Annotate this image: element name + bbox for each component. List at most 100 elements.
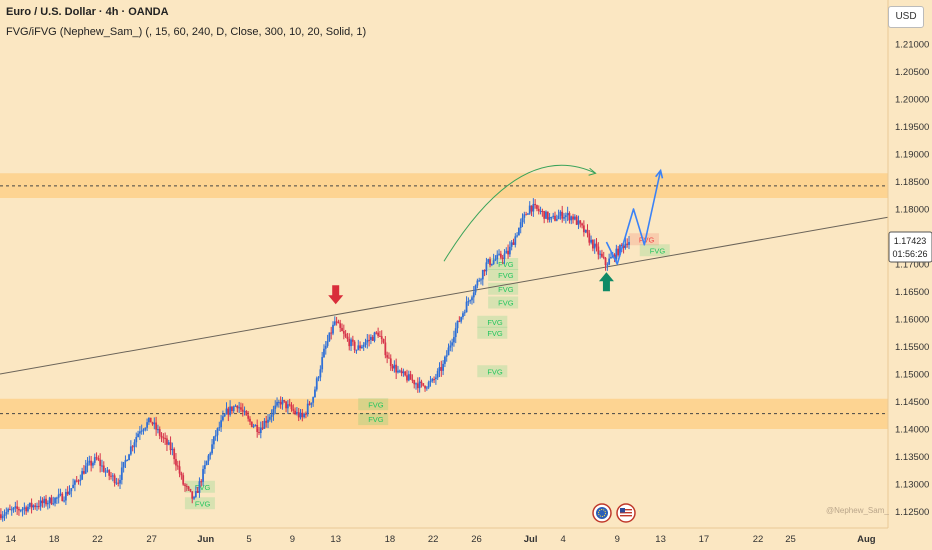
candle-body — [554, 215, 556, 221]
candle — [622, 244, 625, 254]
candle-body — [45, 498, 47, 505]
candle-body — [536, 205, 538, 209]
candle — [523, 211, 526, 224]
candle-body — [438, 367, 441, 371]
candle — [182, 472, 185, 486]
candle — [456, 320, 459, 334]
currency-button[interactable]: USD — [888, 6, 924, 28]
candle-body — [276, 401, 278, 406]
candle-body — [323, 348, 325, 358]
candle-body — [449, 345, 452, 348]
candle — [518, 227, 520, 236]
x-tick-label: 27 — [146, 534, 157, 545]
candle — [568, 211, 571, 224]
candle — [314, 386, 316, 398]
candle — [350, 337, 352, 352]
candle-body — [254, 425, 257, 427]
event-icons[interactable] — [592, 503, 636, 523]
candle — [155, 416, 158, 436]
candle — [279, 396, 282, 409]
candle — [167, 439, 170, 446]
x-tick-label: Jun — [197, 534, 214, 545]
candle-body — [72, 484, 74, 489]
candle — [604, 256, 607, 271]
candle-body — [162, 437, 165, 439]
x-tick-label: 14 — [6, 534, 17, 545]
candle — [424, 385, 426, 392]
candle — [577, 215, 580, 230]
candle — [546, 211, 549, 223]
candle — [315, 376, 318, 392]
candle-body — [97, 458, 100, 460]
candle — [119, 474, 121, 490]
candle-body — [39, 500, 42, 507]
candle — [111, 473, 114, 482]
candle-body — [415, 383, 417, 385]
candle — [445, 350, 448, 362]
candle — [86, 457, 89, 473]
candle-body — [164, 438, 167, 440]
fvg-label-0: FVG — [195, 483, 211, 492]
us-flag-icon[interactable] — [616, 503, 636, 523]
candle — [140, 424, 143, 435]
candle-body — [7, 509, 10, 513]
candle-body — [57, 494, 60, 498]
fvg-box-7 — [488, 296, 519, 309]
candle-body — [196, 491, 199, 493]
candle — [463, 309, 466, 317]
candle-body — [111, 475, 114, 477]
candle-body — [342, 331, 345, 334]
candle — [272, 405, 275, 421]
candle-body — [541, 210, 544, 212]
candle — [465, 296, 468, 313]
y-tick-label: 1.18000 — [895, 205, 929, 216]
candle — [207, 454, 210, 465]
candle-body — [34, 505, 37, 507]
candle-body — [429, 380, 432, 383]
candle-body — [555, 219, 558, 221]
y-tick-label: 1.19500 — [895, 122, 929, 133]
candle — [178, 460, 181, 478]
x-tick-label: 9 — [290, 534, 295, 545]
candle — [144, 427, 147, 432]
candle-body — [357, 345, 360, 350]
projection-path — [605, 170, 662, 265]
candle — [92, 461, 94, 469]
candle-body — [586, 229, 589, 234]
candle — [0, 508, 2, 521]
arc-arrowhead — [588, 167, 597, 176]
candle — [608, 253, 611, 266]
candle — [243, 406, 246, 416]
candle-body — [499, 253, 502, 258]
candle-body — [140, 430, 143, 432]
candle — [176, 460, 179, 470]
candle-body — [229, 406, 232, 415]
eu-flag-icon[interactable] — [592, 503, 612, 523]
candle — [37, 500, 40, 510]
indicator-legend[interactable]: FVG/iFVG (Nephew_Sam_) (, 15, 60, 240, D… — [6, 26, 367, 38]
candle-body — [285, 401, 287, 409]
candle-body — [510, 242, 513, 247]
candle-body — [30, 502, 33, 508]
candle-body — [462, 313, 464, 318]
y-tick-label: 1.15000 — [895, 370, 929, 381]
time-axis[interactable]: 14 18 22 27 Jun 5 9 13 18 22 26 Jul 4 9 13 17 22 25 Aug — [6, 534, 876, 545]
candle-body — [314, 389, 316, 398]
candle-body — [451, 342, 454, 346]
candle — [431, 377, 434, 383]
candle-body — [182, 475, 185, 485]
candle — [359, 341, 361, 351]
candle — [398, 369, 401, 373]
candle — [19, 509, 22, 513]
x-tick-label: 25 — [785, 534, 796, 545]
candle-body — [400, 370, 403, 374]
candle-body — [203, 465, 206, 469]
candle-body — [321, 357, 324, 370]
candle-body — [27, 506, 29, 512]
candle — [404, 370, 407, 377]
fvg-label-10: FVG — [498, 260, 514, 269]
candle-body — [617, 248, 620, 256]
fvg-box-11 — [628, 233, 659, 246]
candle — [305, 411, 307, 419]
